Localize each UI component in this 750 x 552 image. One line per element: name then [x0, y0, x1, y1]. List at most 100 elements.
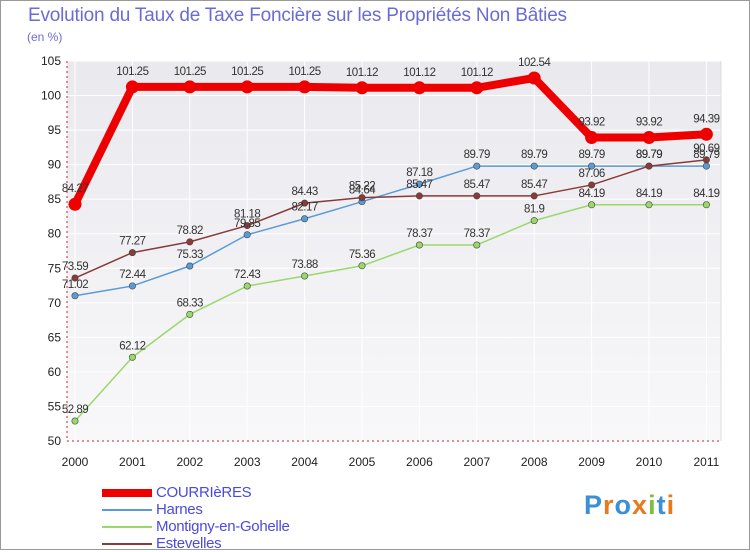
data-label: 75.33 — [177, 249, 203, 261]
y-axis-unit: (en %) — [27, 30, 63, 44]
data-point — [298, 80, 312, 94]
logo-letter: t — [656, 490, 667, 520]
legend-swatch — [102, 489, 152, 497]
data-point — [301, 199, 309, 207]
data-label: 62.12 — [119, 340, 145, 352]
data-point — [71, 292, 79, 300]
data-label: 101.12 — [403, 67, 435, 79]
data-point — [186, 238, 194, 246]
x-tick-label: 2000 — [62, 455, 89, 469]
data-label: 89.79 — [521, 149, 547, 161]
x-tick-label: 2005 — [349, 455, 376, 469]
data-label: 93.92 — [578, 117, 604, 129]
data-point — [183, 80, 197, 94]
data-label: 81.9 — [524, 204, 544, 216]
data-point — [243, 231, 251, 239]
data-point — [530, 162, 538, 170]
data-point — [415, 241, 423, 249]
data-point — [358, 194, 366, 202]
data-label: 89.79 — [578, 149, 604, 161]
data-label: 73.88 — [291, 259, 317, 271]
data-label: 101.25 — [231, 66, 263, 78]
data-label: 79.85 — [234, 218, 260, 230]
data-point — [415, 192, 423, 200]
data-point — [415, 180, 423, 188]
data-point — [301, 272, 309, 280]
logo-letter: P — [584, 490, 604, 520]
data-point — [301, 215, 309, 223]
data-label: 89.79 — [636, 149, 662, 161]
data-label: 68.33 — [177, 297, 203, 309]
y-tick-label: 55 — [48, 399, 62, 413]
y-tick-label: 65 — [48, 330, 62, 344]
legend-swatch — [102, 543, 152, 545]
data-label: 94.39 — [693, 113, 719, 125]
y-tick-label: 80 — [48, 227, 62, 241]
data-label: 71.02 — [62, 279, 88, 291]
series-line-courri-res — [71, 73, 711, 209]
y-tick-label: 60 — [48, 365, 62, 379]
x-tick-label: 2010 — [636, 455, 663, 469]
data-point — [702, 156, 710, 164]
logo-letter: i — [648, 490, 657, 520]
data-label: 101.12 — [461, 67, 493, 79]
legend-swatch — [102, 509, 152, 511]
data-point — [530, 192, 538, 200]
y-tick-label: 95 — [48, 123, 62, 137]
data-point — [473, 192, 481, 200]
legend-label: Harnes — [156, 501, 203, 518]
data-point — [243, 282, 251, 290]
logo-letter: o — [614, 490, 633, 520]
y-tick-label: 70 — [48, 296, 62, 310]
y-tick-label: 100 — [41, 89, 61, 103]
data-label: 101.25 — [289, 66, 321, 78]
x-tick-label: 2002 — [176, 455, 203, 469]
data-label: 93.92 — [636, 117, 662, 129]
data-label: 87.06 — [578, 168, 604, 180]
data-label: 84.27 — [62, 183, 88, 195]
legend-label: Estevelles — [156, 535, 222, 552]
data-point — [186, 310, 194, 318]
data-point — [128, 249, 136, 257]
logo-letter: r — [603, 490, 615, 520]
data-point — [355, 81, 369, 95]
series-lines — [71, 73, 711, 422]
data-label: 73.59 — [62, 261, 88, 273]
data-point — [699, 127, 713, 141]
data-point — [240, 80, 254, 94]
data-point — [585, 131, 599, 145]
data-point — [645, 162, 653, 170]
data-point — [412, 81, 426, 95]
data-point — [128, 353, 136, 361]
proxiti-logo: Proxiti — [584, 490, 675, 521]
data-label: 102.54 — [518, 57, 551, 69]
data-point — [645, 201, 653, 209]
y-tick-label: 75 — [48, 261, 62, 275]
data-label: 84.64 — [349, 185, 376, 197]
data-label: 85.47 — [464, 179, 490, 191]
y-tick-label: 50 — [48, 434, 62, 448]
data-label: 52.89 — [62, 404, 88, 416]
data-label: 101.12 — [346, 67, 378, 79]
data-label: 87.18 — [406, 167, 432, 179]
x-tick-label: 2011 — [693, 455, 719, 469]
data-label: 84.19 — [693, 188, 719, 200]
series-line-harnes — [74, 165, 708, 297]
data-label: 90.69 — [693, 143, 719, 155]
logo-letter: x — [632, 490, 649, 520]
data-point — [128, 282, 136, 290]
data-point — [186, 262, 194, 270]
data-point — [642, 131, 656, 145]
x-tick-label: 2001 — [119, 455, 146, 469]
data-label: 78.37 — [406, 228, 432, 240]
data-label: 82.17 — [291, 202, 317, 214]
data-label: 84.19 — [636, 188, 662, 200]
data-point — [71, 274, 79, 282]
x-tick-label: 2009 — [578, 455, 605, 469]
data-label: 84.43 — [291, 186, 317, 198]
legend-label: COURRIèRES — [156, 484, 252, 501]
data-label: 89.79 — [636, 149, 662, 161]
data-point — [588, 201, 596, 209]
